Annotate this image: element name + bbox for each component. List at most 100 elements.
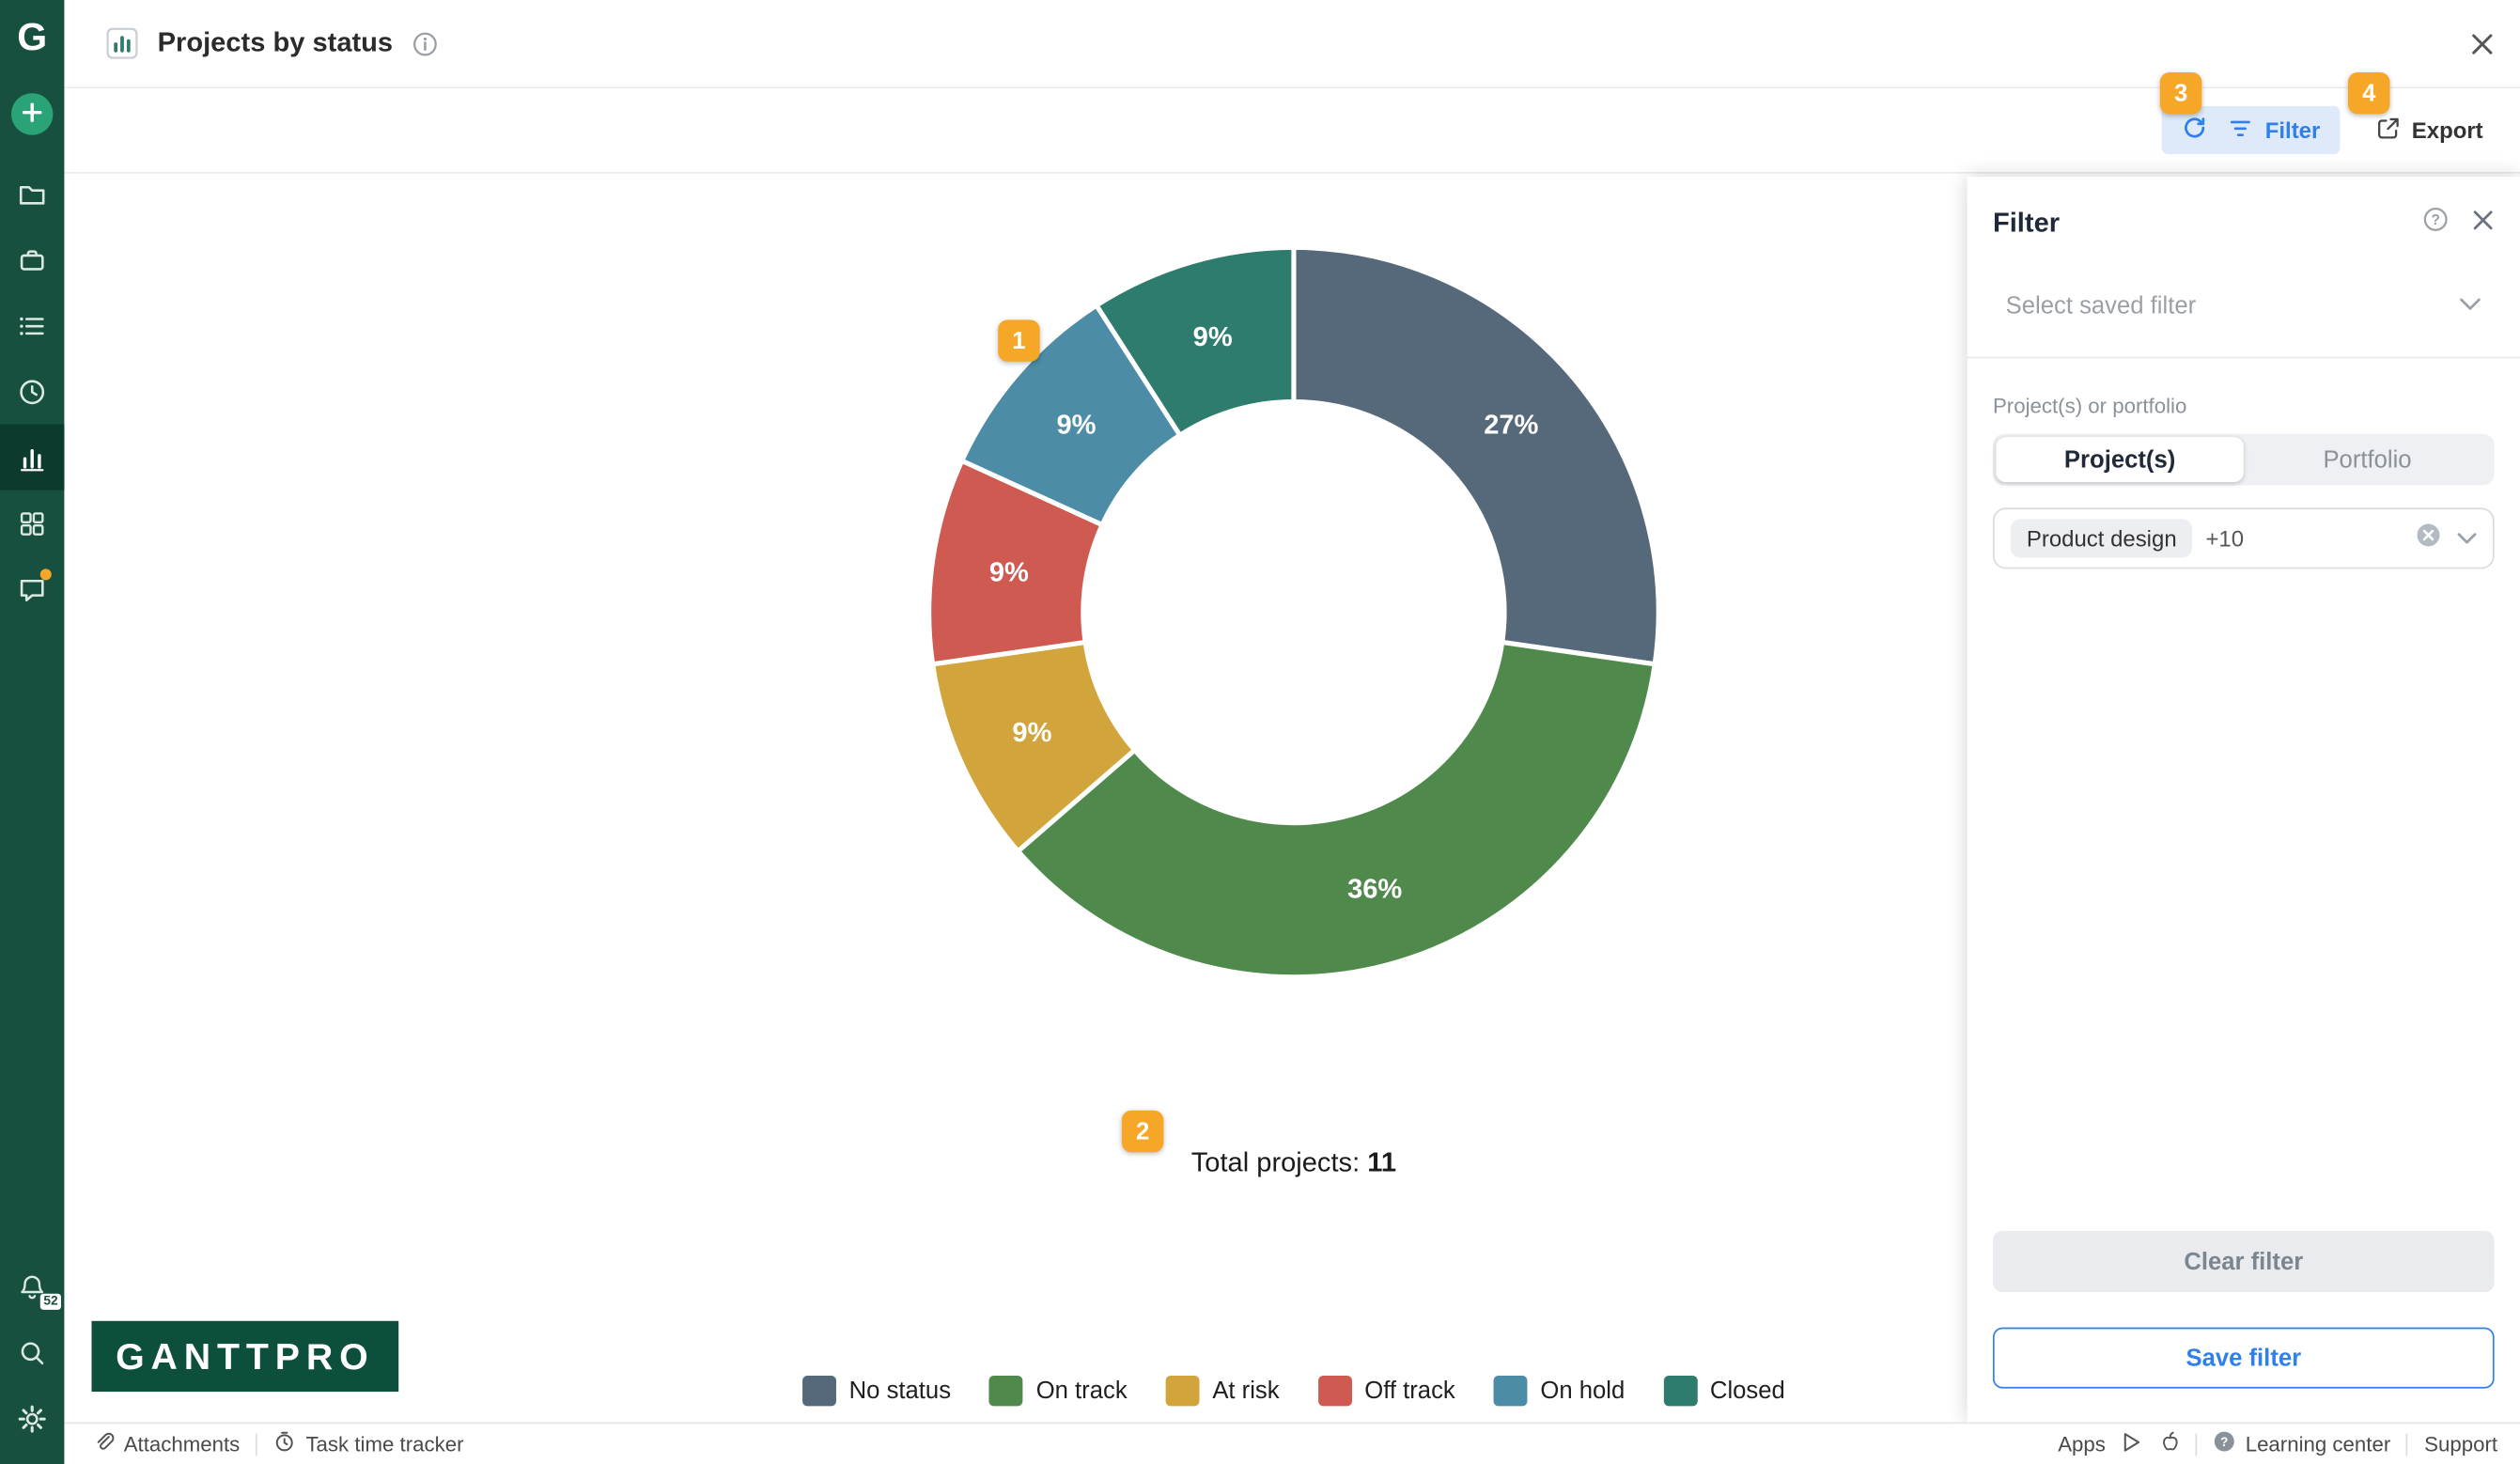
clear-filter-button[interactable]: Clear filter bbox=[1992, 1231, 2495, 1293]
legend-swatch bbox=[1663, 1375, 1698, 1407]
sidebar-item-time-log[interactable] bbox=[0, 358, 64, 424]
donut-chart[interactable]: 27% 36% 9% 9% 9% 9% bbox=[908, 226, 1679, 998]
clear-selection-icon[interactable] bbox=[2416, 522, 2441, 555]
legend-item-off-track: Off track bbox=[1317, 1375, 1455, 1407]
briefcase-icon bbox=[18, 245, 47, 274]
sidebar-item-projects[interactable] bbox=[0, 161, 64, 226]
search-icon bbox=[18, 1338, 47, 1367]
legend-item-closed: Closed bbox=[1663, 1375, 1785, 1407]
total-projects-value: 11 bbox=[1367, 1147, 1397, 1178]
more-projects-count[interactable]: +10 bbox=[2205, 525, 2245, 552]
filter-panel-title: Filter bbox=[1992, 207, 2061, 239]
filter-icon bbox=[2228, 115, 2253, 145]
status-bar: Attachments Task time tracker Apps ? Lea… bbox=[64, 1422, 2520, 1464]
learning-center-link[interactable]: ? Learning center bbox=[2213, 1430, 2390, 1457]
legend-swatch bbox=[1493, 1375, 1528, 1407]
step-badge-3: 3 bbox=[2159, 71, 2202, 115]
donut-segment-percent: 9% bbox=[989, 557, 1029, 587]
timer-icon bbox=[273, 1430, 296, 1457]
bar-chart-icon bbox=[18, 443, 47, 472]
divider bbox=[2195, 1432, 2198, 1456]
saved-filter-placeholder: Select saved filter bbox=[2005, 291, 2197, 319]
support-link[interactable]: Support bbox=[2424, 1432, 2497, 1456]
legend-label: Off track bbox=[1364, 1377, 1455, 1405]
close-report-button[interactable] bbox=[2470, 31, 2495, 55]
notifications-button[interactable]: 52 bbox=[0, 1254, 64, 1319]
list-icon bbox=[18, 311, 47, 340]
sidebar-item-tasks[interactable] bbox=[0, 292, 64, 358]
sidebar-item-reports[interactable] bbox=[0, 424, 65, 491]
clock-icon bbox=[18, 377, 47, 406]
sidebar-bottom: 52 bbox=[0, 1254, 64, 1451]
total-projects-label: Total projects: bbox=[1190, 1147, 1361, 1178]
unread-dot bbox=[39, 568, 52, 581]
chevron-down-icon bbox=[2459, 291, 2481, 320]
filter-button[interactable]: Filter bbox=[2228, 115, 2320, 145]
step-badge-4: 4 bbox=[2347, 71, 2390, 115]
project-multiselect[interactable]: Product design +10 bbox=[1992, 507, 2495, 569]
tab-projects[interactable]: Project(s) bbox=[1996, 437, 2244, 483]
attachments-link[interactable]: Attachments bbox=[91, 1430, 240, 1457]
create-new-button[interactable] bbox=[10, 93, 54, 135]
legend-label: On track bbox=[1035, 1377, 1128, 1405]
report-header: Projects by status bbox=[64, 0, 2520, 89]
export-button[interactable]: Export bbox=[2374, 115, 2483, 145]
attachments-label: Attachments bbox=[123, 1431, 241, 1456]
chart-legend: No status On track At risk Off track On hold… bbox=[802, 1375, 1785, 1407]
refresh-filter-group: Filter bbox=[2162, 105, 2340, 155]
filter-panel-header: Filter ? bbox=[1993, 199, 2495, 247]
learning-center-label: Learning center bbox=[2245, 1431, 2391, 1456]
donut-segment-on-track[interactable] bbox=[1015, 639, 1657, 980]
report-toolbar: Filter Export bbox=[64, 88, 2520, 174]
donut-segment-percent: 36% bbox=[1347, 875, 1402, 905]
selected-project-chip[interactable]: Product design bbox=[2010, 519, 2193, 558]
legend-item-no-status: No status bbox=[802, 1375, 951, 1407]
search-button[interactable] bbox=[0, 1319, 64, 1385]
save-filter-button[interactable]: Save filter bbox=[1992, 1327, 2495, 1389]
refresh-icon bbox=[2182, 114, 2209, 146]
report-icon bbox=[106, 27, 138, 59]
sidebar-item-workload[interactable] bbox=[0, 491, 64, 556]
sidebar: G bbox=[0, 0, 65, 1464]
step-badge-2: 2 bbox=[1121, 1110, 1164, 1153]
refresh-button[interactable] bbox=[2182, 114, 2209, 146]
legend-item-at-risk: At risk bbox=[1165, 1375, 1280, 1407]
help-icon[interactable]: ? bbox=[2422, 206, 2450, 241]
project-portfolio-label: Project(s) or portfolio bbox=[1992, 394, 2187, 418]
divider bbox=[1967, 356, 2520, 359]
saved-filter-select[interactable]: Select saved filter bbox=[1993, 276, 2495, 335]
apps-link[interactable]: Apps bbox=[2058, 1432, 2106, 1456]
notification-count-badge: 52 bbox=[39, 1293, 61, 1310]
sidebar-item-comments[interactable] bbox=[0, 556, 64, 622]
plus-icon bbox=[21, 101, 43, 128]
donut-segment-no-status[interactable] bbox=[1291, 244, 1661, 667]
svg-text:?: ? bbox=[2220, 1435, 2228, 1449]
donut-segment-percent: 9% bbox=[1193, 322, 1233, 352]
help-circle-icon: ? bbox=[2213, 1430, 2235, 1457]
sidebar-item-portfolios[interactable] bbox=[0, 226, 64, 292]
grid-icon bbox=[18, 508, 47, 537]
donut-segment-percent: 9% bbox=[1057, 410, 1097, 440]
paperclip-icon bbox=[91, 1430, 115, 1457]
legend-item-on-hold: On hold bbox=[1493, 1375, 1625, 1407]
ganttpro-logo-mark[interactable]: G bbox=[17, 16, 48, 60]
donut-segment-closed[interactable] bbox=[1094, 244, 1297, 438]
sidebar-nav bbox=[0, 161, 65, 622]
settings-button[interactable] bbox=[0, 1385, 64, 1451]
info-icon[interactable] bbox=[412, 30, 440, 57]
legend-swatch bbox=[1165, 1375, 1200, 1407]
chevron-down-icon[interactable] bbox=[2457, 524, 2477, 553]
legend-label: At risk bbox=[1212, 1377, 1280, 1405]
support-label: Support bbox=[2424, 1431, 2498, 1456]
close-filter-icon[interactable] bbox=[2472, 208, 2495, 238]
google-play-icon[interactable] bbox=[2122, 1431, 2142, 1456]
app-store-icon[interactable] bbox=[2158, 1430, 2179, 1457]
tab-portfolio[interactable]: Portfolio bbox=[2244, 437, 2491, 482]
apps-label: Apps bbox=[2058, 1431, 2106, 1456]
task-time-tracker-link[interactable]: Task time tracker bbox=[273, 1430, 463, 1457]
page-title: Projects by status bbox=[157, 27, 394, 58]
legend-swatch bbox=[1317, 1375, 1352, 1407]
folder-icon bbox=[18, 179, 47, 209]
donut-segment-percent: 27% bbox=[1484, 410, 1538, 440]
